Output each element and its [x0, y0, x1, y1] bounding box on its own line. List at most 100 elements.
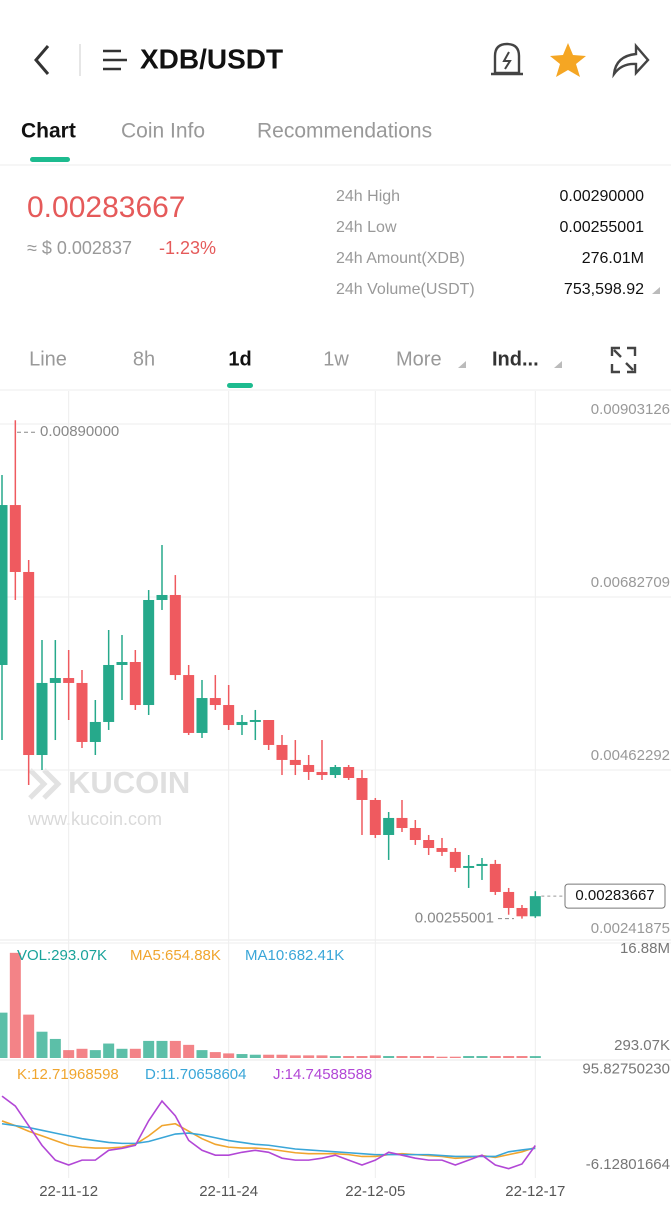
candle-body [169, 594, 181, 676]
volume-bar [449, 1056, 461, 1058]
fiat-price: ≈ $ 0.002837 [27, 238, 132, 258]
candle-body [329, 767, 341, 776]
volume-bar [489, 1056, 501, 1058]
alert-icon[interactable] [491, 42, 523, 76]
y-tick-label: 0.00682709 [591, 574, 670, 591]
candle-body [23, 571, 35, 756]
pair-menu-icon[interactable] [103, 49, 127, 71]
volume-bar [383, 1056, 395, 1058]
volume-bar [103, 1043, 115, 1058]
watermark-brand: KUCOIN [68, 765, 190, 800]
legend-entry: J:14.74588588 [273, 1066, 372, 1083]
y-tick-label: 95.82750230 [582, 1061, 670, 1078]
volume-bar [223, 1053, 235, 1058]
candle-body [316, 771, 328, 776]
y-tick-label: -6.12801664 [586, 1156, 670, 1173]
legend-entry: MA10:682.41K [245, 947, 344, 964]
low-label: 0.00255001 [415, 910, 494, 927]
watermark-url: www.kucoin.com [27, 809, 162, 829]
last-price-box [564, 883, 666, 909]
candle-body [76, 682, 88, 742]
legend-entry: VOL:293.07K [17, 947, 107, 964]
timeframe[interactable]: More [396, 348, 442, 370]
candle-body [49, 678, 61, 683]
tab-indicator [30, 157, 70, 162]
candle-body [36, 682, 48, 756]
candle-body [436, 848, 448, 852]
pair-title: XDB/USDT [140, 43, 283, 74]
volume-bar [89, 1050, 101, 1058]
volume-bar [369, 1055, 381, 1058]
volume-bar [316, 1055, 328, 1058]
candle-body [129, 662, 141, 706]
volume-bar [423, 1056, 435, 1058]
candle-body [263, 720, 275, 745]
volume-bar [236, 1054, 248, 1058]
timeframe-indicator [227, 383, 253, 388]
y-tick-label: 293.07K [614, 1037, 670, 1054]
candle-body [63, 678, 75, 683]
candle-body [143, 600, 155, 706]
volume-bar [343, 1056, 355, 1058]
volume-bar [116, 1048, 128, 1058]
stat-label: 24h Low [336, 219, 397, 236]
fullscreen-icon[interactable] [610, 346, 637, 374]
timeframe[interactable]: 1w [323, 348, 349, 370]
stat-label: 24h Amount(XDB) [336, 250, 465, 267]
timeframe[interactable]: Line [29, 348, 67, 370]
candle-body [223, 705, 235, 726]
favorite-icon[interactable] [550, 43, 586, 77]
candle-body [0, 505, 8, 665]
candle-body [356, 778, 368, 800]
legend-entry: K:12.71968598 [17, 1066, 119, 1083]
high-label: 0.00890000 [40, 423, 119, 440]
volume-bar [156, 1040, 168, 1058]
volume-bar [129, 1048, 141, 1058]
candle-body [289, 759, 301, 765]
stat-value: 276.01M [582, 250, 644, 267]
share-icon[interactable] [612, 42, 650, 79]
tab[interactable]: Recommendations [257, 120, 432, 143]
candle-body [516, 907, 528, 917]
tab[interactable]: Coin Info [121, 120, 205, 143]
volume-bar [36, 1031, 48, 1058]
volume-bar [196, 1050, 208, 1058]
candle-body [383, 817, 395, 835]
candle-body [409, 828, 421, 841]
kdj-line [1, 1095, 536, 1170]
indicators[interactable]: Ind... [492, 348, 539, 370]
volume-bar [263, 1054, 275, 1058]
candle-body [369, 799, 381, 835]
candle-body [116, 662, 128, 665]
volume-bar [169, 1040, 181, 1058]
expand-caret[interactable] [652, 287, 660, 294]
charts: 22-11-12 22-11-24 22-12-05 22-12-17 0.002418… [0, 391, 671, 1200]
y-tick-label: 0.00241875 [591, 920, 670, 937]
volume-bar [249, 1054, 261, 1058]
candle-body [236, 721, 248, 726]
kdj-line [1, 1120, 536, 1160]
candle-body [529, 896, 541, 917]
x-tick-label: 22-11-24 [199, 1183, 258, 1200]
candle-body [156, 594, 168, 601]
candle-body [489, 863, 501, 892]
back-button[interactable] [34, 45, 50, 75]
volume-bar [409, 1056, 421, 1058]
timeframe[interactable]: 8h [133, 348, 155, 370]
volume-bar [209, 1052, 221, 1058]
stat-value: 0.00290000 [559, 188, 644, 205]
volume-bar [356, 1056, 368, 1058]
candle-body [396, 817, 408, 829]
x-tick-label: 22-12-05 [345, 1183, 405, 1200]
volume-bar [396, 1056, 408, 1058]
candle-body [249, 720, 261, 722]
volume-bar [143, 1040, 155, 1058]
candle-body [503, 891, 515, 908]
timeframe[interactable]: 1d [228, 348, 251, 370]
volume-bar [436, 1056, 448, 1058]
price-change: -1.23% [159, 238, 216, 258]
stats: 24h High 0.00290000 24h Low 0.00255001 24h A… [336, 188, 644, 298]
volume-bar [0, 1012, 8, 1058]
tab[interactable]: Chart [21, 120, 76, 143]
